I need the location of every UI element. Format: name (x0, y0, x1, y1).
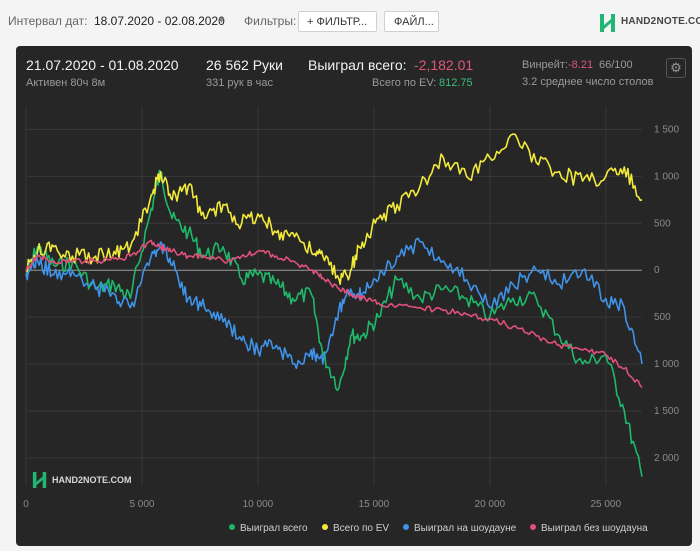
hands-per-hour: 331 рук в час (206, 77, 274, 89)
legend-swatch (322, 524, 328, 530)
legend-item-won[interactable]: Выиграл всего (229, 523, 308, 534)
hand2note-logo: HAND2NOTE.COM (599, 12, 700, 34)
graph-panel: 21.07.2020 - 01.08.2020 Активен 80ч 8м 2… (16, 46, 692, 546)
y-tick-label: 1 500 (654, 124, 679, 135)
add-filter-button[interactable]: + ФИЛЬТР... (298, 11, 377, 32)
legend-swatch (403, 524, 409, 530)
gear-icon[interactable]: ⚙ (666, 58, 686, 78)
legend-item-showdown[interactable]: Выиграл на шоудауне (403, 523, 516, 534)
ev-total-label: Всего по EV: (372, 77, 437, 89)
x-tick-label: 25 000 (590, 499, 621, 510)
legend-label: Всего по EV (333, 523, 390, 534)
legend-swatch (229, 524, 235, 530)
x-tick-label: 15 000 (359, 499, 390, 510)
winrate-unit: 66/100 (599, 59, 633, 71)
top-toolbar: Интервал дат: 18.07.2020 - 02.08.2020 ▼ … (0, 0, 700, 44)
avg-tables-text: 3.2 среднее число столов (522, 76, 654, 88)
x-tick-label: 10 000 (243, 499, 274, 510)
x-tick-label: 5 000 (129, 499, 154, 510)
won-total-label: Выиграл всего: (308, 57, 407, 73)
winrate-label: Винрейт: (522, 59, 569, 71)
series-line-2 (25, 237, 643, 370)
won-total-value: -2,182.01 (414, 57, 474, 73)
date-range-select[interactable]: 18.07.2020 - 02.08.2020 (94, 14, 225, 28)
legend-label: Выиграл без шоудауна (541, 523, 648, 534)
active-time-text: Активен 80ч 8м (26, 77, 106, 89)
filters-label: Фильтры: (244, 14, 297, 28)
winrate-value: -8.21 (568, 59, 594, 71)
chevron-down-icon[interactable]: ▼ (217, 15, 226, 25)
series-line-1 (25, 133, 643, 285)
watermark-text: HAND2NOTE.COM (52, 475, 132, 485)
y-tick-label: 1 000 (654, 171, 679, 182)
y-tick-label: 500 (654, 218, 671, 229)
y-tick-label: 2 000 (654, 453, 679, 464)
legend-swatch (530, 524, 536, 530)
y-tick-label: 500 (654, 312, 671, 323)
watermark: HAND2NOTE.COM (32, 470, 132, 492)
hands-count: 26 562 Руки (206, 57, 283, 73)
x-tick-label: 20 000 (475, 499, 506, 510)
date-range-label: Интервал дат: (8, 14, 88, 28)
y-tick-label: 1 500 (654, 406, 679, 417)
legend-label: Выиграл всего (240, 523, 308, 534)
legend-item-nonshowdown[interactable]: Выиграл без шоудауна (530, 523, 648, 534)
legend-item-ev[interactable]: Всего по EV (322, 523, 389, 534)
watermark-logo-icon (32, 472, 47, 488)
x-tick-label: 0 (23, 499, 29, 510)
y-tick-label: 0 (654, 265, 660, 276)
y-tick-label: 1 000 (654, 359, 679, 370)
period-text: 21.07.2020 - 01.08.2020 (26, 57, 179, 73)
series-line-0 (25, 169, 643, 477)
file-button[interactable]: ФАЙЛ... (384, 11, 439, 32)
logo-text: HAND2NOTE.COM (621, 16, 700, 27)
chart-svg: 1 500 1 000 500 0 500 1 000 1 500 2 000 0 5 000 10… (23, 106, 679, 510)
series-line-3 (25, 239, 643, 389)
ev-total-value: 812.75 (439, 77, 473, 89)
logo-icon (600, 14, 615, 32)
legend-label: Выиграл на шоудауне (414, 523, 517, 534)
